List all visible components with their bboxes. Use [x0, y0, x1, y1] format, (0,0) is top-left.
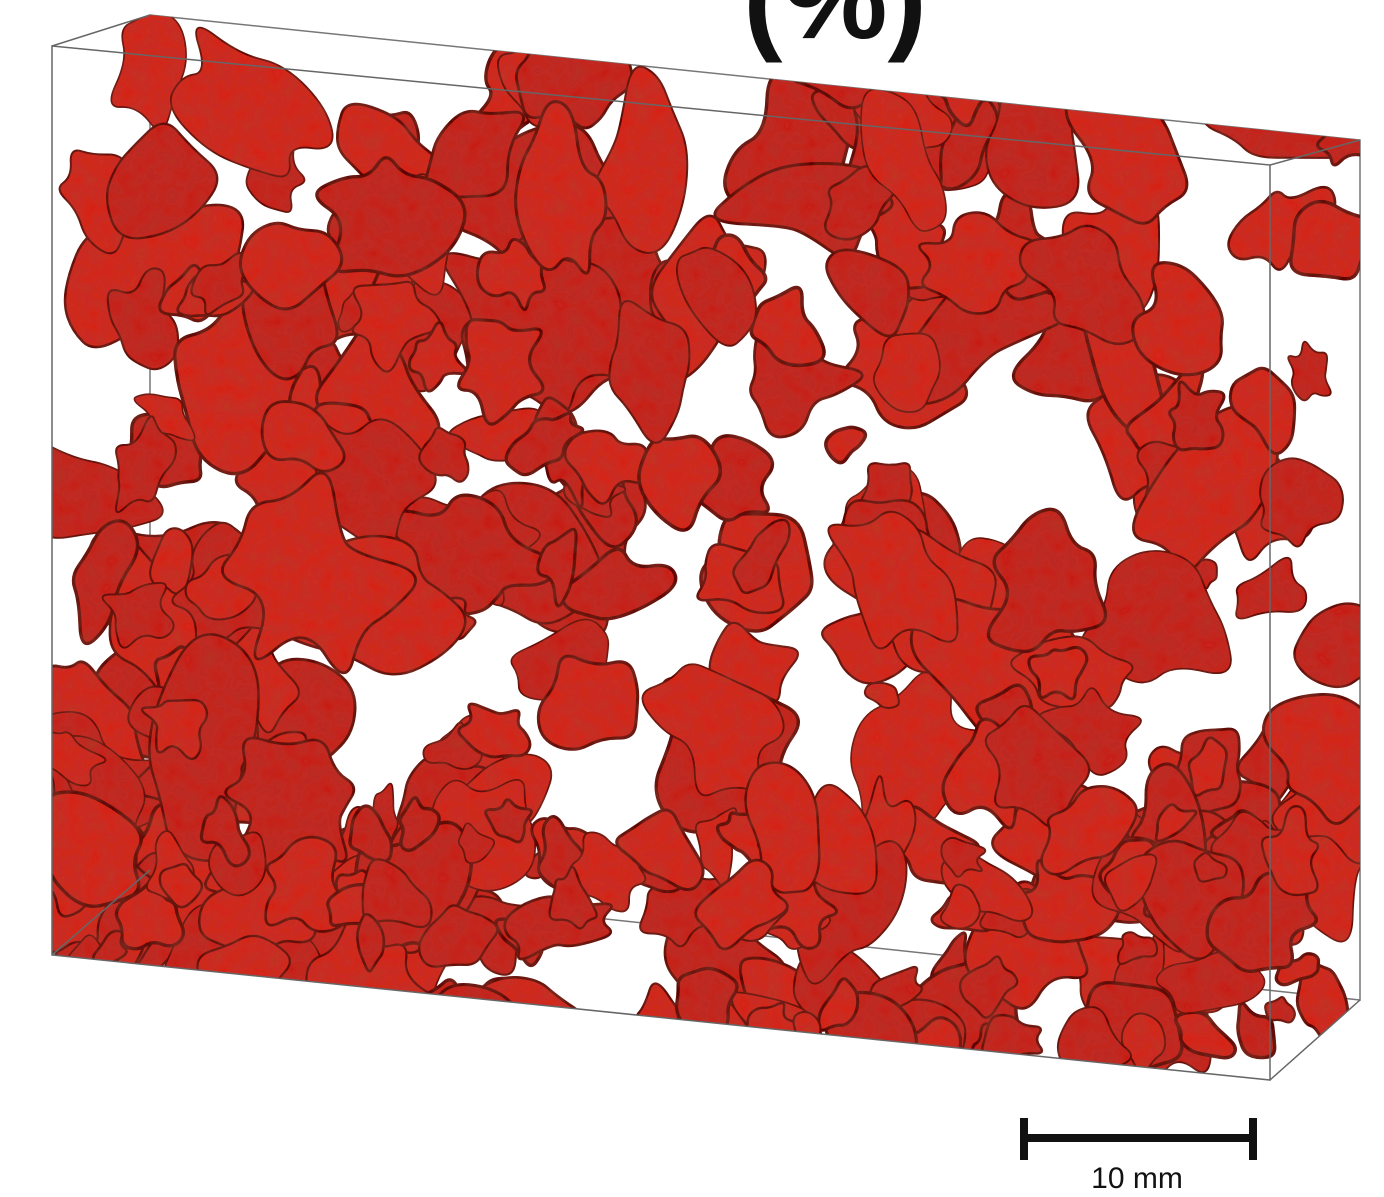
pore-blob: [315, 983, 389, 1037]
pore-blob: [826, 427, 866, 462]
pore-blob: [315, 991, 363, 1064]
pore-blob: [70, 1002, 124, 1051]
pore-blob: [986, 65, 1078, 208]
pore-blob: [232, 1028, 278, 1070]
pore-blob: [56, 1005, 136, 1065]
page: (%) 10 mm (() => { const data = JSON.par…: [0, 0, 1384, 1197]
pore-blob: [579, 1040, 612, 1067]
pore-blob: [63, 1011, 168, 1058]
pore-blob: [676, 968, 736, 1041]
pore-blob: [1288, 342, 1330, 401]
pore-blob: [268, 1021, 331, 1100]
pore-blob: [516, 26, 631, 128]
pore-blob: [371, 997, 479, 1076]
pore-blob: [988, 509, 1105, 651]
pore-blob: [68, 973, 126, 1057]
title-fragment: (%): [743, 0, 927, 64]
pore-blob: [1060, 64, 1102, 98]
figure: (%) 10 mm: [0, 0, 1384, 1197]
pore-blob: [1236, 558, 1306, 619]
pore-network: [0, 0, 1384, 1135]
pore-blob: [1294, 604, 1384, 687]
pore-blob: [221, 976, 379, 1136]
scale-bar: [1022, 1118, 1255, 1160]
scale-bar-label: 10 mm: [1091, 1162, 1183, 1195]
pore-blob: [49, 991, 189, 1127]
pore-blob: [108, 1005, 198, 1079]
pore-blob: [639, 436, 720, 530]
pore-blob: [954, 38, 1003, 100]
pore-blob: [176, 997, 241, 1077]
pore-blob: [865, 683, 899, 708]
pore-blob: [462, 1012, 590, 1089]
pore-blob: [1212, 49, 1270, 111]
pore-blob: [127, 972, 209, 1055]
pore-blob: [1279, 22, 1384, 70]
pore-blob: [1066, 84, 1187, 223]
pore-blob: [1260, 458, 1343, 546]
pore-blob: [1291, 202, 1378, 279]
pore-blob: [958, 0, 1056, 91]
